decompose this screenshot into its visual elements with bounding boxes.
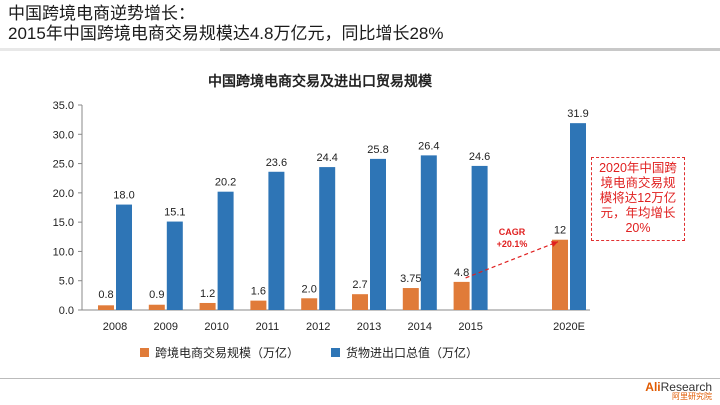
bar-ecommerce (552, 239, 568, 310)
bar-trade (217, 191, 234, 310)
x-tick-label: 2015 (458, 321, 482, 333)
x-tick-label: 2011 (256, 321, 280, 333)
legend-swatch-ecommerce (140, 348, 149, 357)
data-label: 4.8 (454, 267, 469, 279)
cagr-label: CAGR (499, 227, 526, 237)
x-tick-label: 2012 (306, 321, 330, 333)
bar-ecommerce (250, 300, 267, 310)
data-label: 0.9 (149, 289, 164, 301)
legend-item-ecommerce: 跨境电商交易规模（万亿） (140, 344, 299, 361)
bar-trade (471, 165, 488, 310)
data-label: 26.4 (418, 140, 439, 152)
headline: 中国跨境电商逆势增长： 2015年中国跨境电商交易规模达4.8万亿元，同比增长2… (8, 4, 708, 44)
bar-trade (570, 123, 586, 311)
x-tick-label: 2020E (553, 321, 585, 333)
y-tick-label: 35.0 (53, 100, 74, 112)
bar-trade (166, 221, 183, 310)
headline-line-1: 中国跨境电商逆势增长： (8, 4, 195, 23)
data-label: 2.7 (352, 279, 367, 291)
chart-title: 中国跨境电商交易及进出口贸易规模 (208, 73, 433, 89)
logo-suffix: Research (660, 380, 712, 394)
y-tick-label: 0.0 (59, 305, 74, 317)
data-label: 24.4 (316, 152, 337, 164)
data-label: 3.75 (400, 273, 421, 285)
data-label: 1.6 (251, 286, 266, 298)
footer-divider (0, 378, 720, 379)
bar-trade (420, 155, 437, 310)
x-tick-label: 2010 (204, 321, 228, 333)
x-tick-label: 2008 (103, 321, 127, 333)
logo-prefix: Ali (645, 380, 661, 394)
chart-legend: 跨境电商交易规模（万亿） 货物进出口总值（万亿） (140, 344, 478, 361)
cagr-value: +20.1% (497, 239, 528, 249)
y-tick-label: 25.0 (53, 159, 74, 171)
y-tick-label: 10.0 (53, 246, 74, 258)
y-tick-label: 5.0 (59, 276, 74, 288)
cagr-arrow-head (551, 241, 558, 247)
data-label: 1.2 (200, 288, 215, 300)
bar-chart: 中国跨境电商交易及进出口贸易规模 0.0 5.0 10.0 15.0 20.0 25.0 30… (53, 73, 590, 333)
x-tick-label: 2014 (408, 321, 432, 333)
data-label: 0.8 (98, 289, 113, 301)
data-label: 18.0 (113, 190, 134, 202)
y-tick-label: 20.0 (53, 188, 74, 200)
data-label: 12 (554, 225, 566, 237)
data-label: 2.0 (302, 283, 317, 295)
data-label: 15.1 (164, 207, 185, 219)
header-divider (0, 48, 720, 51)
x-tick-label: 2013 (357, 321, 381, 333)
y-tick-label: 30.0 (53, 129, 74, 141)
bar-trade (116, 204, 132, 310)
legend-label-ecommerce: 跨境电商交易规模（万亿） (155, 346, 300, 360)
aliresearch-logo: AliResearch 阿里研究院 (645, 380, 712, 402)
legend-swatch-trade (331, 348, 341, 357)
forecast-callout: 2020年中国跨境电商交易规模将达12万亿元，年均增长20% (591, 157, 685, 241)
data-label: 20.2 (215, 177, 236, 189)
legend-label-trade: 货物进出口总值（万亿） (346, 346, 479, 360)
legend-item-trade: 货物进出口总值（万亿） (331, 344, 478, 361)
x-tick-label: 2009 (154, 321, 178, 333)
bar-trade (370, 158, 386, 310)
bar-ecommerce (98, 305, 114, 310)
bar-ecommerce (352, 294, 368, 310)
bar-ecommerce (148, 304, 165, 310)
bar-trade (268, 171, 285, 310)
data-label: 25.8 (367, 144, 388, 156)
data-label: 23.6 (266, 157, 287, 169)
data-label: 31.9 (567, 108, 588, 120)
bar-ecommerce (301, 298, 318, 310)
cagr-arrow-line (465, 241, 559, 279)
bar-ecommerce (453, 281, 470, 310)
bar-ecommerce (199, 302, 216, 310)
bar-ecommerce (402, 288, 419, 310)
logo-sub: 阿里研究院 (672, 392, 712, 401)
bar-trade (319, 167, 336, 310)
y-tick-label: 15.0 (53, 217, 74, 229)
forecast-callout-text: 2020年中国跨境电商交易规模将达12万亿元，年均增长20% (599, 161, 677, 235)
data-label: 24.6 (469, 151, 490, 163)
headline-line-2: 2015年中国跨境电商交易规模达4.8万亿元，同比增长28% (8, 24, 444, 43)
